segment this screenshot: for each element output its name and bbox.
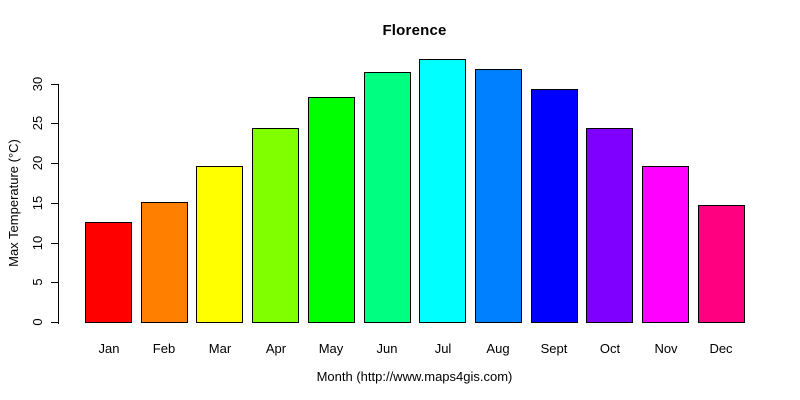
bar-sept [531, 89, 578, 323]
y-tick-label: 15 [30, 195, 45, 211]
bar-jun [364, 72, 411, 323]
x-tick-label: Oct [599, 341, 621, 356]
y-tick-label: 10 [30, 235, 45, 251]
bar-oct [586, 128, 633, 323]
x-tick-label: Dec [709, 341, 733, 356]
y-tick-label: 30 [30, 76, 45, 92]
y-tick-mark [51, 84, 58, 85]
y-tick-mark [51, 243, 58, 244]
bar-mar [196, 166, 243, 323]
y-tick-mark [51, 282, 58, 283]
bar-nov [642, 166, 689, 323]
y-tick-label: 0 [30, 318, 45, 326]
bar-feb [141, 202, 188, 323]
x-axis-title: Month (http://www.maps4gis.com) [316, 369, 513, 384]
y-tick-label: 20 [30, 155, 45, 171]
x-tick-label: Mar [208, 341, 232, 356]
chart-title: Florence [382, 22, 447, 39]
y-tick-label: 5 [30, 278, 45, 286]
y-axis-line [58, 84, 59, 324]
x-tick-label: Jan [98, 341, 120, 356]
x-tick-label: Nov [654, 341, 678, 356]
y-tick-label: 25 [30, 115, 45, 131]
x-tick-label: May [318, 341, 344, 356]
y-tick-mark [51, 322, 58, 323]
x-tick-label: Jun [376, 341, 398, 356]
x-tick-label: Apr [265, 341, 287, 356]
bar-jan [85, 222, 132, 323]
x-tick-label: Sept [540, 341, 568, 356]
y-axis-title: Max Temperature (°C) [6, 139, 21, 267]
bar-apr [252, 128, 299, 323]
y-tick-mark [51, 123, 58, 124]
y-tick-mark [51, 163, 58, 164]
bar-dec [698, 205, 745, 323]
bar-jul [419, 59, 466, 323]
bar-aug [475, 69, 522, 323]
bar-may [308, 97, 355, 323]
y-tick-mark [51, 203, 58, 204]
x-tick-label: Feb [152, 341, 176, 356]
x-tick-label: Aug [486, 341, 510, 356]
x-tick-label: Jul [434, 341, 452, 356]
